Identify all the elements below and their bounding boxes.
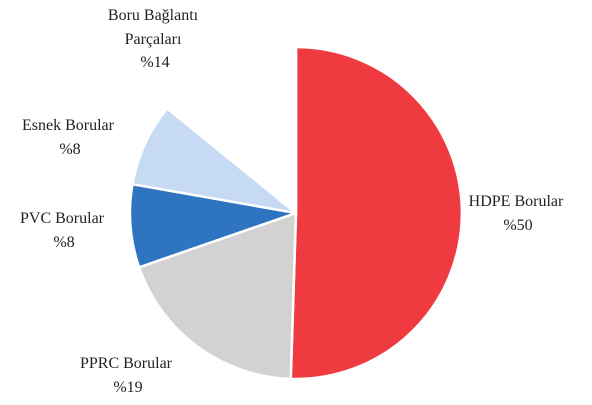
slice-label-pvc: PVC Borular %8	[20, 210, 108, 251]
pie-slices	[128, 45, 464, 381]
slice-value-pprc: %19	[113, 379, 142, 396]
slice-name-hdpe-line-1: HDPE Borular	[469, 193, 564, 210]
slice-name-pprc-line-1: PPRC Borular	[80, 355, 173, 372]
pie-slice-hdpe	[289, 45, 464, 381]
slice-label-esnek: Esnek Borular %8	[22, 117, 118, 158]
slice-value-boru-baglanti: %14	[140, 54, 169, 71]
slice-name-boru-baglanti-line-2: Parçaları	[125, 31, 182, 48]
slice-label-pprc: PPRC Borular %19	[80, 355, 176, 396]
slice-value-esnek: %8	[59, 141, 80, 158]
slice-name-boru-baglanti-line-1: Boru Bağlantı	[108, 7, 199, 24]
slice-value-pvc: %8	[53, 234, 74, 251]
slice-label-boru-baglanti: Boru Bağlantı Parçaları %14	[108, 7, 202, 71]
pie-slice-boru-baglanti	[165, 45, 298, 215]
slice-labels: HDPE Borular %50 PPRC Borular %19 PVC Bo…	[20, 7, 568, 396]
slice-label-hdpe: HDPE Borular %50	[469, 193, 568, 234]
slice-name-esnek-line-1: Esnek Borular	[22, 117, 115, 134]
slice-name-pvc-line-1: PVC Borular	[20, 210, 105, 227]
slice-value-hdpe: %50	[503, 217, 532, 234]
